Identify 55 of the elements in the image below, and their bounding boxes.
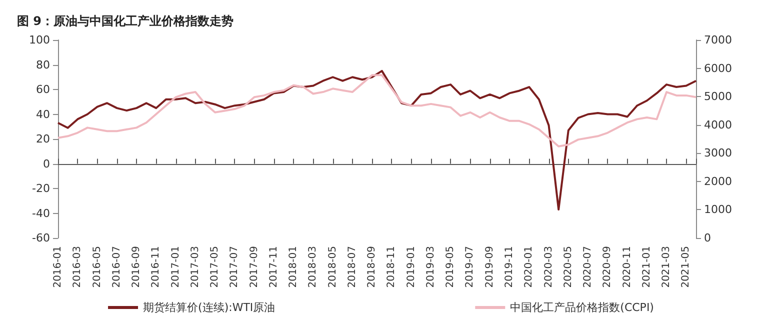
line-series xyxy=(57,74,697,148)
y-tick-label: 20 xyxy=(36,132,50,146)
y-tick-label: -60 xyxy=(32,232,50,244)
x-tick-label: 2016-11 xyxy=(150,246,162,288)
y2-tick-label: 5000 xyxy=(704,90,732,104)
x-tick-label: 2017-01 xyxy=(170,246,182,288)
x-tick-label: 2020-03 xyxy=(543,246,554,288)
y2-tick-label: 6000 xyxy=(704,62,732,75)
x-tick-label: 2017-11 xyxy=(268,246,280,288)
x-tick-label: 2018-01 xyxy=(288,246,300,288)
y-tick-label: 40 xyxy=(36,108,50,121)
y-tick-label: 60 xyxy=(36,83,50,96)
x-tick-label: 2019-11 xyxy=(504,246,516,288)
x-tick-label: 2016-03 xyxy=(72,246,84,288)
x-tick-label: 2017-03 xyxy=(190,246,201,288)
x-tick-label: 2019-05 xyxy=(445,246,456,288)
x-tick-label: 2018-05 xyxy=(327,246,338,288)
x-tick-label: 2017-07 xyxy=(229,246,240,288)
x-tick-label: 2020-07 xyxy=(582,246,594,288)
y2-tick-label: 7000 xyxy=(704,34,732,46)
y2-tick-label: 3000 xyxy=(704,146,732,160)
x-tick-label: 2016-01 xyxy=(52,246,64,288)
x-tick-label: 2020-05 xyxy=(562,246,574,288)
x-tick-label: 2019-03 xyxy=(425,246,436,288)
y-tick-label: 100 xyxy=(29,34,50,46)
x-tick-label: 2018-07 xyxy=(346,246,358,288)
x-tick-label: 2017-05 xyxy=(210,246,221,288)
y2-tick-label: 0 xyxy=(704,232,711,244)
x-tick-label: 2018-11 xyxy=(386,246,398,288)
x-tick-label: 2019-07 xyxy=(464,246,476,288)
y-tick-label: 0 xyxy=(43,157,50,170)
x-tick-label: 2020-09 xyxy=(602,246,614,288)
y-tick-label: -40 xyxy=(32,206,50,220)
x-tick-label: 2019-09 xyxy=(484,246,496,288)
x-tick-label: 2016-05 xyxy=(92,246,103,288)
y2-tick-label: 2000 xyxy=(704,174,732,188)
y2-tick-label: 4000 xyxy=(704,118,732,132)
y-tick-label: -20 xyxy=(32,182,50,195)
x-tick-label: 2020-01 xyxy=(524,246,535,288)
chart-title: 图 9：原油与中国化工产业价格指数走势 xyxy=(17,14,234,28)
x-tick-label: 2016-07 xyxy=(111,246,122,288)
x-tick-label: 2018-03 xyxy=(308,246,319,288)
x-tick-label: 2018-09 xyxy=(366,246,378,288)
x-tick-label: 2021-01 xyxy=(641,246,652,288)
line-series xyxy=(57,70,697,211)
y-tick-label: 80 xyxy=(36,58,50,72)
x-tick-label: 2021-03 xyxy=(661,246,672,288)
x-tick-label: 2020-11 xyxy=(622,246,633,288)
legend-label: 期货结算价(连续):WTI原油 xyxy=(143,301,276,314)
legend-label: 中国化工产品价格指数(CCPI) xyxy=(510,301,654,314)
y2-tick-label: 1000 xyxy=(704,203,732,216)
x-tick-label: 2017-09 xyxy=(248,246,260,288)
x-tick-label: 2021-05 xyxy=(680,246,692,288)
x-tick-label: 2016-09 xyxy=(131,246,142,288)
x-tick-label: 2019-01 xyxy=(406,246,417,288)
